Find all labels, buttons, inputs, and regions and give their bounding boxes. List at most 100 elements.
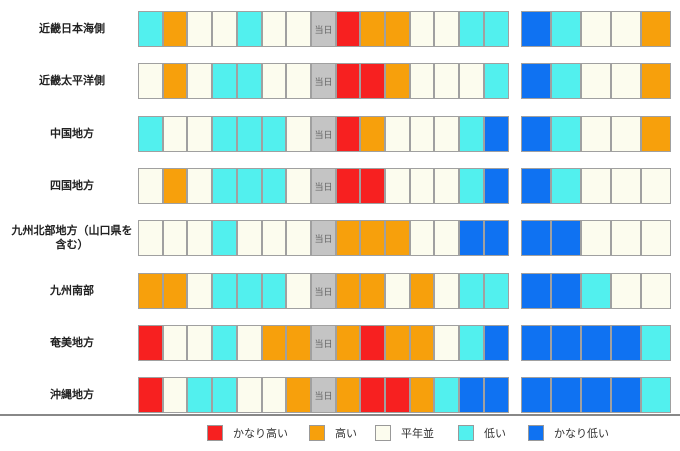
forecast-cell bbox=[434, 273, 459, 309]
forecast-cell bbox=[163, 116, 187, 152]
forecast-cell bbox=[360, 377, 385, 413]
forecast-cell bbox=[360, 63, 385, 99]
forecast-cell bbox=[262, 325, 286, 361]
forecast-cell bbox=[551, 377, 581, 413]
forecast-cell bbox=[581, 11, 611, 47]
region-label: 奄美地方 bbox=[50, 336, 94, 349]
forecast-cell bbox=[385, 220, 410, 256]
forecast-cell bbox=[641, 377, 671, 413]
forecast-cell bbox=[336, 168, 360, 204]
forecast-cell bbox=[484, 11, 509, 47]
forecast-cell bbox=[459, 168, 484, 204]
legend-item: かなり低い bbox=[528, 425, 609, 441]
forecast-cell bbox=[641, 116, 671, 152]
forecast-cell bbox=[551, 220, 581, 256]
forecast-cell bbox=[385, 377, 410, 413]
forecast-cell bbox=[410, 63, 434, 99]
forecast-cell bbox=[385, 168, 410, 204]
forecast-cell bbox=[385, 116, 410, 152]
forecast-cell bbox=[237, 325, 262, 361]
today-label: 当日 bbox=[314, 391, 333, 402]
region-label: 四国地方 bbox=[50, 179, 94, 192]
forecast-cell bbox=[385, 11, 410, 47]
forecast-cell bbox=[521, 63, 551, 99]
legend-label: 平年並 bbox=[401, 427, 434, 440]
forecast-cell bbox=[336, 11, 360, 47]
forecast-cell bbox=[187, 325, 212, 361]
today-label: 当日 bbox=[314, 25, 333, 36]
legend: かなり高い 高い 平年並 低い かなり低い bbox=[0, 416, 680, 451]
forecast-cell bbox=[484, 220, 509, 256]
legend-item: かなり高い bbox=[207, 425, 288, 441]
today-cell: 当日 bbox=[311, 325, 336, 361]
today-cell: 当日 bbox=[311, 273, 336, 309]
forecast-cell bbox=[581, 168, 611, 204]
forecast-cell bbox=[434, 116, 459, 152]
forecast-cell bbox=[410, 325, 434, 361]
legend-label: かなり低い bbox=[554, 427, 609, 440]
forecast-cell bbox=[286, 220, 311, 256]
forecast-cell bbox=[484, 63, 509, 99]
legend-swatch bbox=[375, 425, 391, 441]
forecast-cell bbox=[611, 11, 641, 47]
forecast-cell bbox=[138, 273, 163, 309]
forecast-cell bbox=[641, 11, 671, 47]
forecast-cell bbox=[138, 220, 163, 256]
forecast-cell bbox=[212, 168, 237, 204]
forecast-cell bbox=[237, 116, 262, 152]
today-cell: 当日 bbox=[311, 220, 336, 256]
region-label: 九州北部地方（山口県を含む） bbox=[11, 224, 133, 251]
forecast-cell bbox=[138, 168, 163, 204]
forecast-cell bbox=[138, 116, 163, 152]
forecast-cell bbox=[459, 273, 484, 309]
forecast-cell bbox=[262, 168, 286, 204]
forecast-cell bbox=[212, 11, 237, 47]
forecast-cell bbox=[551, 116, 581, 152]
forecast-cell bbox=[385, 63, 410, 99]
forecast-cell bbox=[138, 377, 163, 413]
forecast-cell bbox=[641, 63, 671, 99]
forecast-cell bbox=[521, 220, 551, 256]
forecast-cell bbox=[360, 273, 385, 309]
today-label: 当日 bbox=[314, 77, 333, 88]
forecast-cell bbox=[336, 63, 360, 99]
forecast-cell bbox=[641, 325, 671, 361]
legend-swatch bbox=[207, 425, 223, 441]
forecast-cell bbox=[187, 63, 212, 99]
forecast-cell bbox=[212, 325, 237, 361]
forecast-cell bbox=[484, 377, 509, 413]
region-label: 近畿日本海側 bbox=[39, 22, 105, 35]
legend-item: 平年並 bbox=[375, 425, 434, 441]
forecast-cell bbox=[360, 168, 385, 204]
region-label: 沖縄地方 bbox=[50, 388, 94, 401]
forecast-cell bbox=[459, 116, 484, 152]
legend-item: 高い bbox=[309, 425, 357, 441]
forecast-cell bbox=[410, 11, 434, 47]
forecast-cell bbox=[521, 116, 551, 152]
forecast-cell bbox=[611, 116, 641, 152]
forecast-cell bbox=[187, 220, 212, 256]
legend-label: 低い bbox=[484, 427, 506, 440]
forecast-cell bbox=[187, 377, 212, 413]
forecast-cell bbox=[286, 11, 311, 47]
today-cell: 当日 bbox=[311, 11, 336, 47]
forecast-cell bbox=[459, 325, 484, 361]
forecast-cell bbox=[410, 168, 434, 204]
forecast-cell bbox=[551, 11, 581, 47]
forecast-cell bbox=[360, 116, 385, 152]
today-cell: 当日 bbox=[311, 116, 336, 152]
forecast-cell bbox=[611, 377, 641, 413]
forecast-cell bbox=[581, 273, 611, 309]
forecast-cell bbox=[611, 168, 641, 204]
today-label: 当日 bbox=[314, 182, 333, 193]
forecast-cell bbox=[611, 63, 641, 99]
forecast-cell bbox=[262, 377, 286, 413]
forecast-cell bbox=[385, 325, 410, 361]
forecast-cell bbox=[286, 168, 311, 204]
forecast-cell bbox=[521, 168, 551, 204]
forecast-cell bbox=[237, 168, 262, 204]
forecast-cell bbox=[262, 116, 286, 152]
forecast-cell bbox=[581, 116, 611, 152]
forecast-cell bbox=[262, 220, 286, 256]
legend-label: かなり高い bbox=[233, 427, 288, 440]
